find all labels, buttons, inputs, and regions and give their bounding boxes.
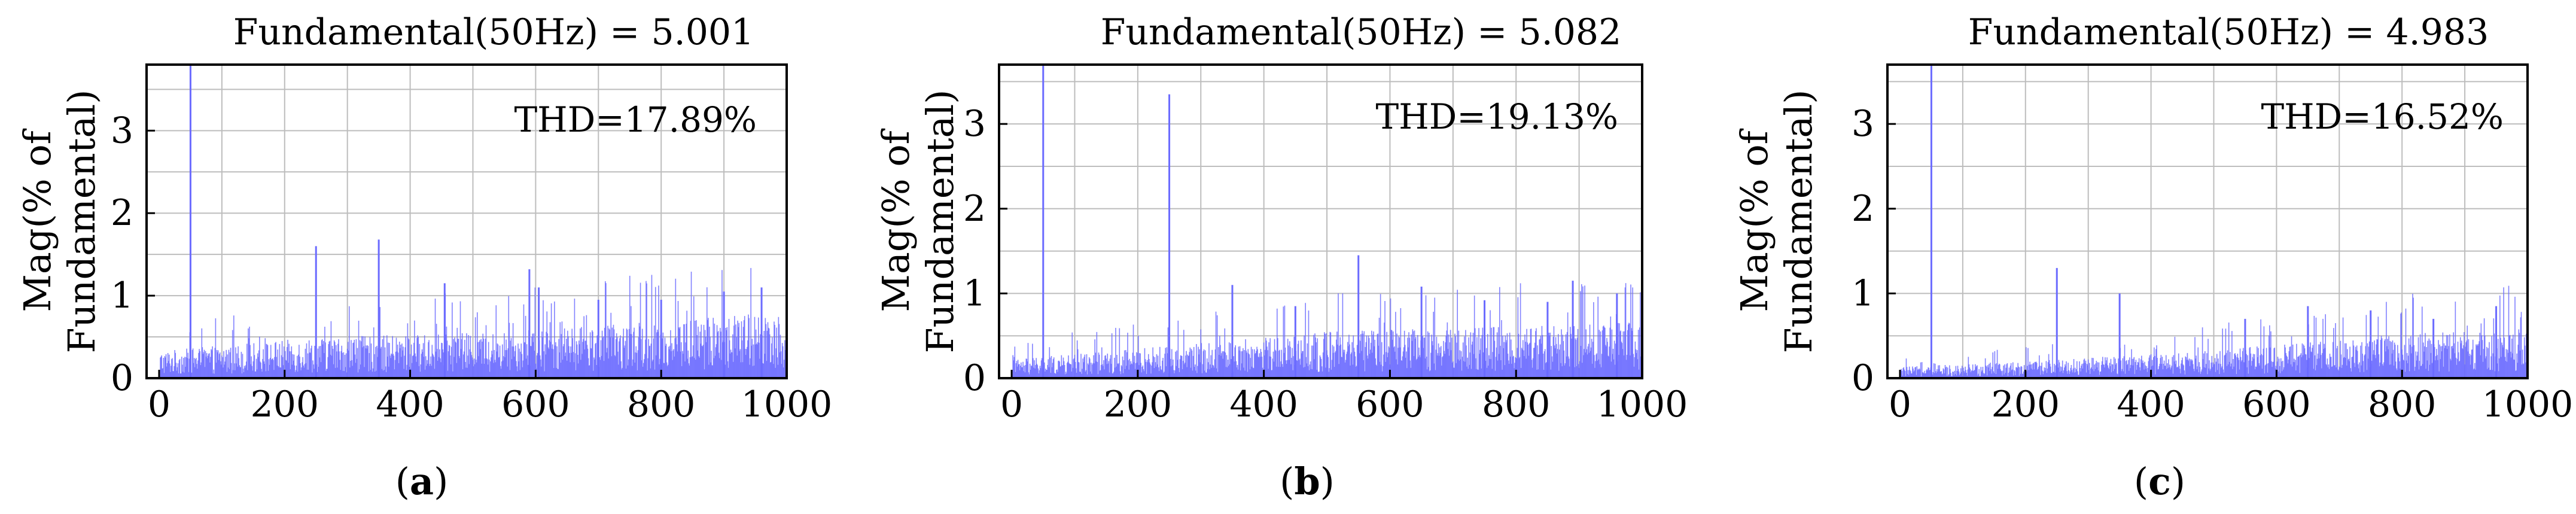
chart-title: Fundamental(50Hz) = 4.983	[1968, 11, 2489, 53]
x-tick-label: 0	[148, 384, 170, 425]
y-tick-label: 0	[111, 357, 133, 399]
thd-annotation: THD=16.52%	[2261, 96, 2504, 137]
x-tick-label: 600	[1356, 384, 1424, 425]
y-tick-label: 2	[1852, 188, 1874, 230]
y-tick-label: 3	[963, 103, 986, 145]
x-tick-label: 200	[1104, 384, 1173, 425]
thd-annotation: THD=17.89%	[514, 99, 757, 140]
x-tick-label: 1000	[2482, 384, 2574, 425]
x-tick-label: 400	[2117, 384, 2185, 425]
x-tick-label: 600	[501, 384, 570, 425]
y-tick-label: 1	[111, 275, 133, 317]
x-tick-label: 1000	[1597, 384, 1688, 425]
panel-caption: (b)	[1280, 460, 1335, 503]
x-tick-label: 800	[627, 384, 696, 425]
y-axis-label-line1: Mag(% of	[1732, 128, 1776, 312]
y-tick-label: 1	[963, 272, 986, 314]
chart-c: Fundamental(50Hz) = 4.983 Mag(% of Funda…	[1732, 11, 2574, 503]
x-tick-label: 200	[1992, 384, 2060, 425]
y-tick-label: 2	[963, 188, 986, 230]
y-tick-label: 0	[963, 357, 986, 399]
x-tick-label: 800	[2368, 384, 2437, 425]
y-axis-label-line1: Mag(% of	[874, 128, 918, 312]
x-tick-label: 400	[1229, 384, 1298, 425]
plot-area: 0 200 400 600 800 1000 0 1 2 3	[111, 63, 833, 425]
chart-title: Fundamental(50Hz) = 5.082	[1101, 11, 1622, 53]
plot-area: 0 200 400 600 800 1000 0 1 2 3	[963, 63, 1688, 425]
y-tick-label: 3	[1852, 103, 1874, 145]
panel-caption: (c)	[2134, 460, 2185, 503]
y-tick-label: 3	[111, 110, 133, 151]
y-tick-label: 1	[1852, 272, 1874, 314]
axes-frame	[998, 63, 1643, 379]
x-tick-label: 0	[1889, 384, 1911, 425]
y-tick-label: 0	[1852, 357, 1874, 399]
chart-a: Fundamental(50Hz) = 5.001 Mag(% of Funda…	[16, 11, 833, 503]
plot-area: 0 200 400 600 800 1000 0 1 2 3	[1852, 63, 2574, 425]
x-tick-label: 1000	[741, 384, 833, 425]
y-tick-label: 2	[111, 192, 133, 234]
y-axis-label-line1: Mag(% of	[16, 128, 59, 312]
x-tick-label: 800	[1482, 384, 1551, 425]
x-tick-label: 400	[376, 384, 444, 425]
panel-caption: (a)	[395, 460, 449, 503]
thd-annotation: THD=19.13%	[1375, 96, 1618, 137]
y-axis-label-line2: Fundamental)	[918, 90, 962, 354]
x-tick-label: 200	[251, 384, 319, 425]
chart-b: Fundamental(50Hz) = 5.082 Mag(% of Funda…	[874, 11, 1688, 503]
y-axis-label-line2: Fundamental)	[1777, 90, 1820, 354]
x-tick-label: 0	[1000, 384, 1023, 425]
x-tick-label: 600	[2242, 384, 2311, 425]
chart-title: Fundamental(50Hz) = 5.001	[233, 11, 754, 53]
axes-frame	[145, 63, 788, 379]
axes-frame	[1886, 63, 2529, 379]
y-axis-label-line2: Fundamental)	[60, 90, 103, 354]
